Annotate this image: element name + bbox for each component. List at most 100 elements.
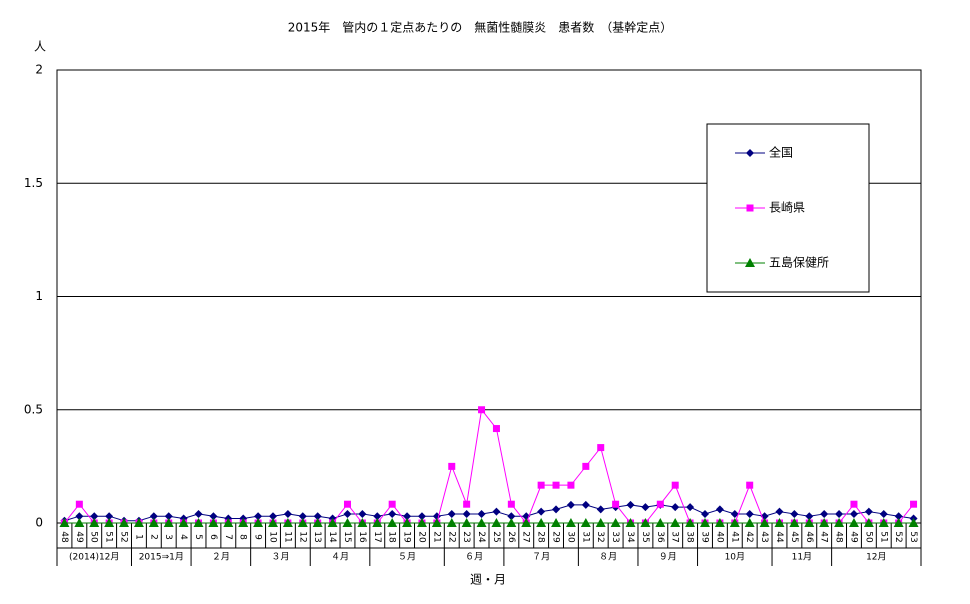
marker [223,518,234,527]
x-tick-label: 51 [878,531,888,542]
x-tick-label: 22 [446,531,456,542]
marker [343,500,351,508]
x-tick-label: 43 [759,531,769,542]
marker [537,481,545,489]
marker [163,518,174,527]
marker [312,518,323,527]
marker [581,500,590,509]
x-group-label: ５月 [398,552,416,563]
marker [491,518,502,527]
marker [431,518,442,527]
marker [700,518,710,527]
x-tick-label: 17 [372,531,382,542]
x-group-label: ９月 [659,552,677,563]
marker [373,512,382,521]
x-tick-label: 3 [163,534,173,540]
x-tick-label: 1 [133,534,143,540]
marker [297,518,308,527]
marker [193,518,204,527]
x-group-label: ６月 [465,552,483,563]
marker [910,500,918,508]
marker [551,518,562,527]
x-group-label: 12月 [866,552,886,563]
x-tick-label: 40 [714,531,724,543]
marker [848,518,859,527]
marker [209,512,218,521]
marker [610,518,621,527]
marker [75,500,83,508]
marker [104,518,115,527]
marker [416,518,427,527]
marker [372,518,383,527]
x-group-label: 2015⇒1月 [139,552,184,563]
marker [476,518,487,527]
marker [447,509,456,518]
x-tick-label: 19 [402,531,412,543]
legend-box [706,123,870,293]
legend-marker [745,258,755,267]
x-tick-label: 8 [238,534,248,540]
marker [507,500,515,508]
marker [804,518,815,527]
marker [298,512,307,521]
marker [701,509,709,518]
x-tick-label: 23 [461,531,471,542]
x-tick-label: 46 [804,531,814,543]
x-group-label: 10月 [725,552,745,563]
x-tick-label: 11 [282,531,292,542]
marker [746,481,754,489]
marker [253,518,264,527]
marker [506,518,517,527]
x-tick-label: 38 [685,531,695,543]
marker [745,509,754,518]
marker [849,509,858,518]
x-tick-label: 34 [625,531,635,543]
marker [789,518,800,527]
marker [759,518,770,527]
marker [596,505,605,514]
marker [625,518,636,527]
x-tick-label: 7 [223,534,233,540]
marker [835,509,844,518]
marker [283,509,292,518]
x-tick-label: 50 [89,531,99,543]
marker [536,518,547,527]
y-tick-label: 1.5 [24,176,43,190]
x-tick-label: 37 [670,531,680,542]
marker [790,509,799,518]
marker [864,507,873,516]
x-tick-label: 39 [700,531,710,543]
marker [387,518,398,527]
marker [268,518,278,527]
x-tick-label: 53 [908,531,918,542]
marker [670,518,681,527]
marker [893,518,904,527]
marker [537,507,546,516]
legend-label: 全国 [769,145,793,160]
marker [477,509,486,518]
x-group-label: ８月 [599,552,617,563]
x-tick-label: 31 [580,531,590,542]
marker [358,509,367,518]
x-tick-label: 12 [297,531,307,542]
x-tick-label: 32 [595,531,605,542]
marker [597,444,605,452]
marker [834,518,845,527]
marker [343,509,352,518]
marker [208,518,219,527]
marker [417,512,426,521]
marker [148,518,159,527]
x-tick-label: 27 [521,531,531,542]
y-tick-label: 1 [35,289,43,303]
x-tick-label: 24 [476,531,486,543]
marker [567,481,575,489]
marker [478,406,486,414]
marker [133,518,144,527]
x-tick-label: 30 [565,531,575,543]
marker [671,481,679,489]
chart-title: 2015年 管内の１定点あたりの 無菌性髄膜炎 患者数 （基幹定点） [288,20,673,35]
marker [357,518,368,527]
marker [820,509,829,518]
